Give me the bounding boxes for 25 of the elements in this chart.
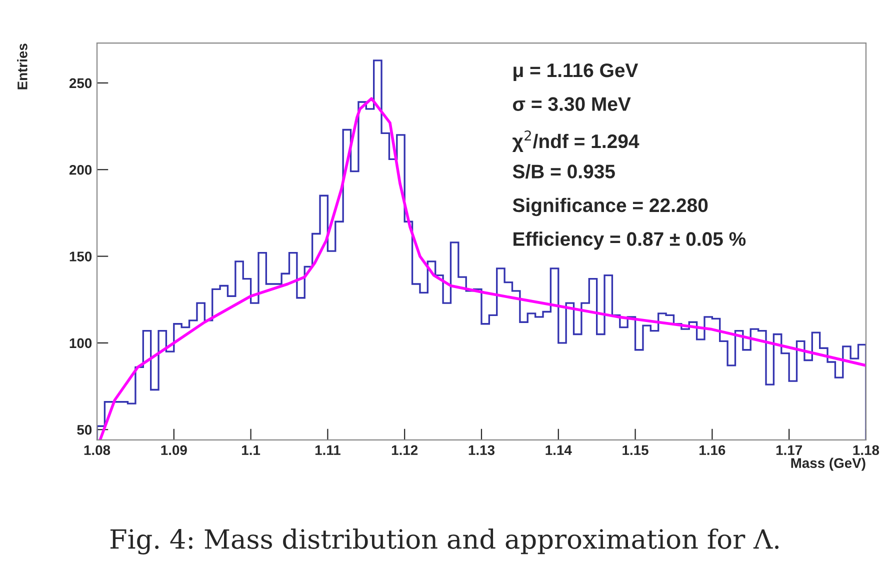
annotation: μ = 1.116 GeV — [514, 63, 638, 81]
annotation: σ = 3.30 MeV — [513, 97, 631, 111]
y-tick-label: 200 — [69, 164, 92, 175]
x-tick-label: 1.12 — [392, 445, 418, 455]
annotation: Efficiency = 0.87 ± 0.05 % — [514, 232, 746, 250]
y-tick-label: 50 — [77, 424, 92, 435]
x-tick-label: 1.14 — [546, 445, 572, 455]
x-tick-label: 1.15 — [622, 445, 648, 456]
x-axis-title: Mass (GeV) — [791, 458, 866, 471]
y-tick-label: 100 — [70, 338, 92, 348]
y-tick-label: 250 — [69, 78, 92, 88]
x-tick-label: 1.11 — [315, 445, 340, 455]
x-tick-label: 1.13 — [468, 445, 495, 456]
x-tick-label: 1.1 — [242, 445, 260, 455]
y-tick-label: 150 — [70, 252, 92, 262]
x-tick-label: 1.09 — [161, 445, 187, 456]
x-tick-label: 1.18 — [853, 445, 880, 456]
x-tick-label: 1.08 — [84, 445, 110, 456]
annotation: χ$^{2}$/ndf = 1.294 — [512, 130, 640, 152]
annotation: S/B = 0.935 — [512, 164, 615, 179]
x-tick-label: 1.17 — [776, 445, 802, 455]
annotation: Significance = 22.280 — [512, 198, 708, 216]
y-axis-title: Entries — [17, 44, 28, 90]
caption: Fig. 4: Mass distribution and approximation for Λ. — [110, 528, 779, 554]
x-tick-label: 1.16 — [700, 445, 726, 456]
